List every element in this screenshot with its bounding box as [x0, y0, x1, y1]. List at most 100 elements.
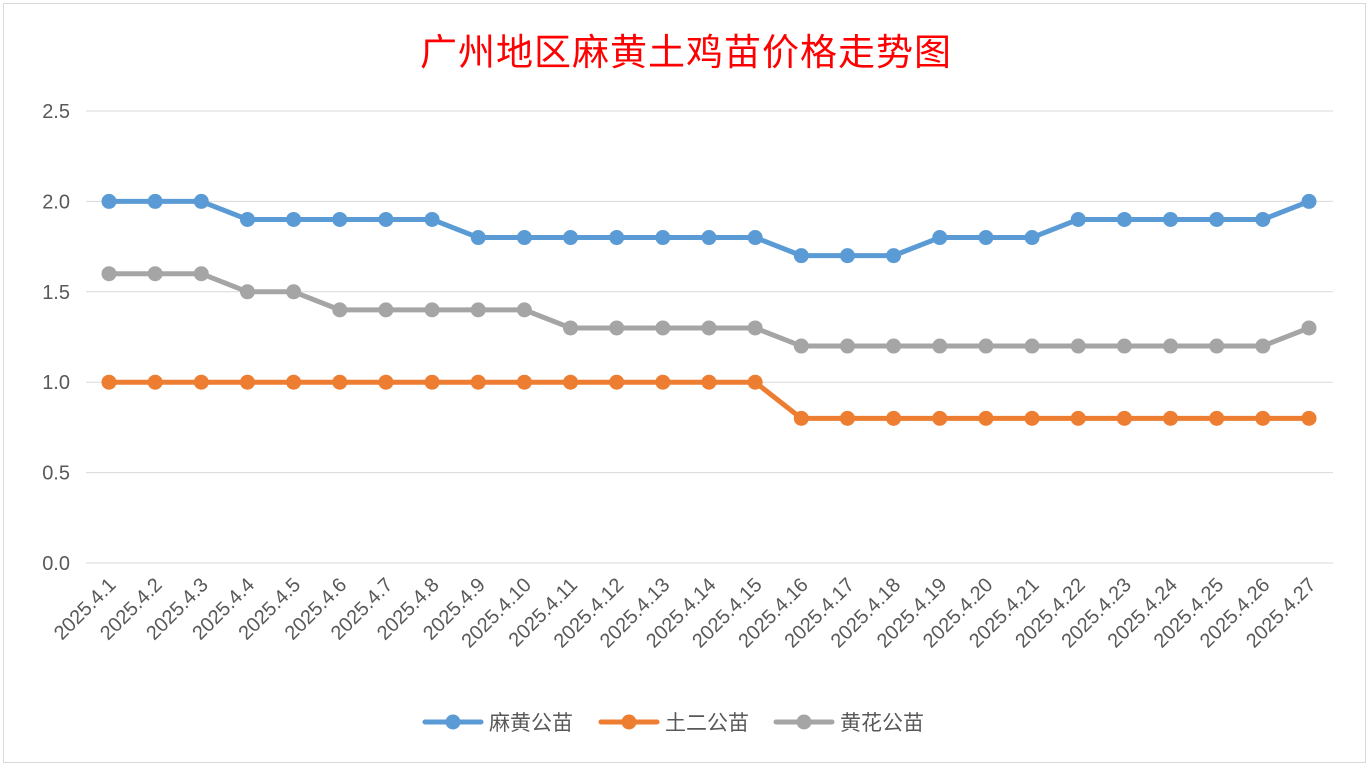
data-point	[886, 410, 902, 426]
data-point	[747, 230, 763, 246]
data-point	[747, 374, 763, 390]
data-point	[609, 320, 625, 336]
data-point	[193, 266, 209, 282]
data-point	[978, 410, 994, 426]
data-point	[1301, 410, 1317, 426]
data-point	[839, 410, 855, 426]
data-point	[1255, 410, 1271, 426]
y-axis-ticks: 0.0 0.5 1.0 1.5 2.0 2.5	[42, 101, 70, 575]
data-point	[1209, 410, 1225, 426]
y-tick-label: 2.0	[42, 191, 70, 213]
data-point	[1024, 230, 1040, 246]
x-axis-ticks: 2025.4.12025.4.22025.4.32025.4.42025.4.5…	[50, 574, 1321, 652]
data-point	[470, 374, 486, 390]
data-point	[147, 266, 163, 282]
data-point	[424, 302, 440, 318]
data-point	[1255, 211, 1271, 227]
series-lines	[101, 193, 1317, 426]
data-point	[101, 193, 117, 209]
data-point	[932, 410, 948, 426]
y-tick-label: 1.5	[42, 282, 70, 304]
data-point	[747, 320, 763, 336]
data-point	[286, 211, 302, 227]
data-point	[701, 230, 717, 246]
data-point	[1024, 410, 1040, 426]
data-point	[701, 374, 717, 390]
data-point	[793, 410, 809, 426]
data-point	[516, 230, 532, 246]
data-point	[886, 338, 902, 354]
legend-item: 麻黄公苗	[422, 711, 573, 735]
data-point	[793, 248, 809, 264]
data-point	[609, 230, 625, 246]
data-point	[655, 230, 671, 246]
data-point	[286, 374, 302, 390]
data-point	[239, 211, 255, 227]
data-point	[1255, 338, 1271, 354]
legend-label: 麻黄公苗	[489, 711, 573, 735]
data-point	[147, 374, 163, 390]
chart-title: 广州地区麻黄土鸡苗价格走势图	[420, 31, 952, 74]
data-point	[1070, 410, 1086, 426]
data-point	[1163, 338, 1179, 354]
data-point	[1116, 211, 1132, 227]
data-point	[239, 284, 255, 300]
gridlines	[86, 110, 1333, 564]
legend: 麻黄公苗 土二公苗 黄花公苗	[422, 711, 924, 735]
data-point	[101, 266, 117, 282]
data-point	[378, 211, 394, 227]
series-2	[101, 374, 1317, 426]
data-point	[1163, 211, 1179, 227]
data-point	[655, 374, 671, 390]
data-point	[516, 374, 532, 390]
data-point	[701, 320, 717, 336]
data-point	[932, 230, 948, 246]
data-point	[516, 302, 532, 318]
data-point	[332, 374, 348, 390]
data-point	[1116, 410, 1132, 426]
data-point	[839, 338, 855, 354]
series-line	[106, 198, 1312, 259]
legend-label: 黄花公苗	[840, 711, 924, 735]
data-point	[286, 284, 302, 300]
data-point	[193, 193, 209, 209]
data-point	[609, 374, 625, 390]
data-point	[1301, 193, 1317, 209]
legend-item: 土二公苗	[598, 711, 749, 735]
data-point	[147, 193, 163, 209]
data-point	[1116, 338, 1132, 354]
legend-marker	[796, 714, 812, 730]
data-point	[1024, 338, 1040, 354]
data-point	[378, 302, 394, 318]
data-point	[886, 248, 902, 264]
data-point	[1209, 338, 1225, 354]
series-1	[101, 193, 1317, 264]
data-point	[978, 338, 994, 354]
data-point	[332, 302, 348, 318]
series-3	[101, 266, 1317, 354]
data-point	[793, 338, 809, 354]
data-point	[239, 374, 255, 390]
legend-marker	[445, 714, 461, 730]
data-point	[470, 302, 486, 318]
data-point	[978, 230, 994, 246]
data-point	[563, 230, 579, 246]
y-tick-label: 0.5	[42, 463, 70, 485]
y-tick-label: 2.5	[42, 101, 70, 123]
legend-label: 土二公苗	[665, 711, 749, 735]
data-point	[424, 211, 440, 227]
data-point	[932, 338, 948, 354]
data-point	[1070, 338, 1086, 354]
data-point	[1209, 211, 1225, 227]
data-point	[193, 374, 209, 390]
legend-marker	[621, 714, 637, 730]
data-point	[101, 374, 117, 390]
data-point	[1301, 320, 1317, 336]
y-tick-label: 1.0	[42, 372, 70, 394]
data-point	[655, 320, 671, 336]
data-point	[563, 320, 579, 336]
y-tick-label: 0.0	[42, 553, 70, 575]
data-point	[424, 374, 440, 390]
data-point	[839, 248, 855, 264]
